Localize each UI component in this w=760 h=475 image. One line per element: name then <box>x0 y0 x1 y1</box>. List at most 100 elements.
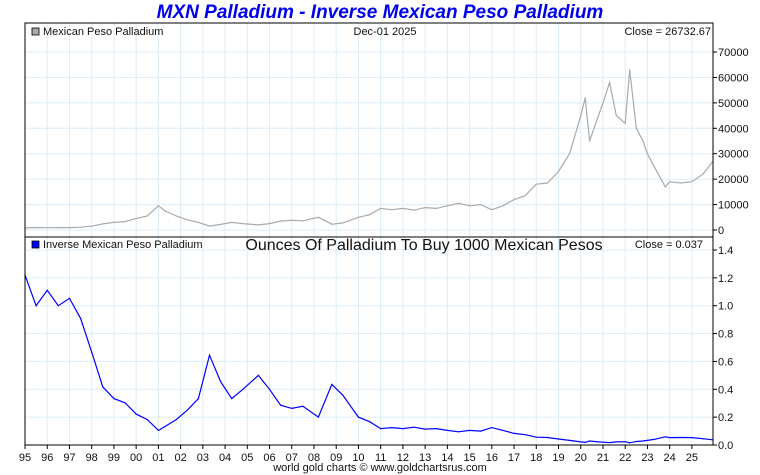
y-tick-label: 30000 <box>718 149 749 161</box>
data-point <box>646 153 649 155</box>
data-point <box>175 419 177 421</box>
data-point <box>602 102 604 104</box>
x-tick-label: 00 <box>130 452 142 464</box>
x-tick-label: 01 <box>152 452 164 464</box>
y-tick-label: 60000 <box>718 72 749 84</box>
y-tick-label: 1.0 <box>718 301 733 313</box>
data-point <box>584 441 586 443</box>
data-point <box>502 205 504 207</box>
data-point <box>35 226 37 229</box>
data-point <box>680 436 682 439</box>
x-tick-label: 98 <box>86 452 98 464</box>
legend-top: Mexican Peso Palladium <box>43 26 163 38</box>
x-tick-label: 06 <box>263 452 275 464</box>
data-point <box>242 388 244 390</box>
data-point <box>457 202 460 204</box>
data-point <box>615 441 617 443</box>
data-point <box>480 203 482 206</box>
data-point <box>569 153 571 155</box>
data-point <box>513 198 515 201</box>
data-point <box>102 223 104 225</box>
close-label-bottom: Close = 0.037 <box>635 239 703 251</box>
data-point <box>691 437 693 439</box>
y-tick-label: 40000 <box>718 123 749 135</box>
y-tick-label: 10000 <box>718 200 749 212</box>
y-tick-label: 50000 <box>718 98 749 110</box>
chart-title: MXN Palladium - Inverse Mexican Peso Pal… <box>156 2 604 23</box>
data-point <box>669 437 671 439</box>
data-point <box>57 226 59 229</box>
data-point <box>629 69 631 71</box>
data-point <box>391 426 393 429</box>
data-point <box>208 354 211 356</box>
data-point <box>664 186 666 188</box>
x-tick-label: 03 <box>197 452 209 464</box>
data-point <box>317 216 320 218</box>
y-tick-label: 0.8 <box>718 329 733 341</box>
data-point <box>602 441 604 443</box>
x-tick-label: 97 <box>63 452 75 464</box>
data-point <box>102 386 104 388</box>
x-tick-label: 10 <box>352 452 364 464</box>
y-tick-label: 1.2 <box>718 273 733 285</box>
x-tick-label: 25 <box>686 452 698 464</box>
data-point <box>113 398 115 400</box>
data-point <box>642 440 644 442</box>
legend-bottom: Inverse Mexican Peso Palladium <box>43 239 203 251</box>
data-point <box>691 181 693 183</box>
data-point <box>615 114 617 117</box>
data-point <box>164 210 166 212</box>
data-point <box>580 114 582 117</box>
x-tick-label: 99 <box>108 452 120 464</box>
data-point <box>368 214 371 216</box>
data-point <box>164 425 166 428</box>
data-point <box>124 402 126 404</box>
close-label-top: Close = 26732.67 <box>624 26 711 38</box>
data-point <box>135 413 137 415</box>
data-point <box>513 432 515 435</box>
y-tick-label: 0.6 <box>718 356 733 368</box>
x-tick-label: 04 <box>219 452 231 464</box>
data-point <box>113 221 115 223</box>
legend-swatch-top <box>31 27 40 36</box>
data-point <box>146 419 148 421</box>
data-point <box>609 81 611 84</box>
data-point <box>357 416 360 418</box>
data-point <box>535 436 537 438</box>
footer-credit: world gold charts © www.goldchartsrus.co… <box>273 462 487 474</box>
data-point <box>524 434 526 436</box>
data-point <box>380 207 382 209</box>
data-point <box>589 140 591 142</box>
data-point <box>46 227 48 229</box>
data-point <box>402 427 404 430</box>
x-tick-label: 14 <box>441 452 453 464</box>
data-point <box>424 428 426 430</box>
x-tick-label: 07 <box>286 452 298 464</box>
x-tick-label: 15 <box>463 452 475 464</box>
data-point <box>502 429 504 431</box>
data-point <box>357 216 360 218</box>
date-label: Dec-01 2025 <box>354 26 417 38</box>
data-point <box>653 438 655 441</box>
data-point <box>91 225 93 227</box>
x-tick-label: 02 <box>174 452 186 464</box>
data-point <box>584 97 586 99</box>
data-point <box>342 222 344 224</box>
data-point <box>79 226 82 228</box>
data-point <box>702 438 704 440</box>
data-point <box>231 398 233 400</box>
y-tick-label: 0.0 <box>718 440 733 452</box>
data-point <box>680 182 682 184</box>
bottom-subtitle: Ounces Of Palladium To Buy 1000 Mexican … <box>245 237 602 254</box>
x-tick-label: 19 <box>552 452 564 464</box>
x-tick-label: 18 <box>530 452 542 464</box>
data-point <box>413 209 415 211</box>
data-point <box>91 351 93 353</box>
data-point <box>291 219 293 221</box>
y-tick-label: 70000 <box>718 47 749 59</box>
data-point <box>380 427 382 430</box>
data-point <box>35 305 37 307</box>
data-point <box>580 441 582 443</box>
data-point <box>457 431 460 433</box>
